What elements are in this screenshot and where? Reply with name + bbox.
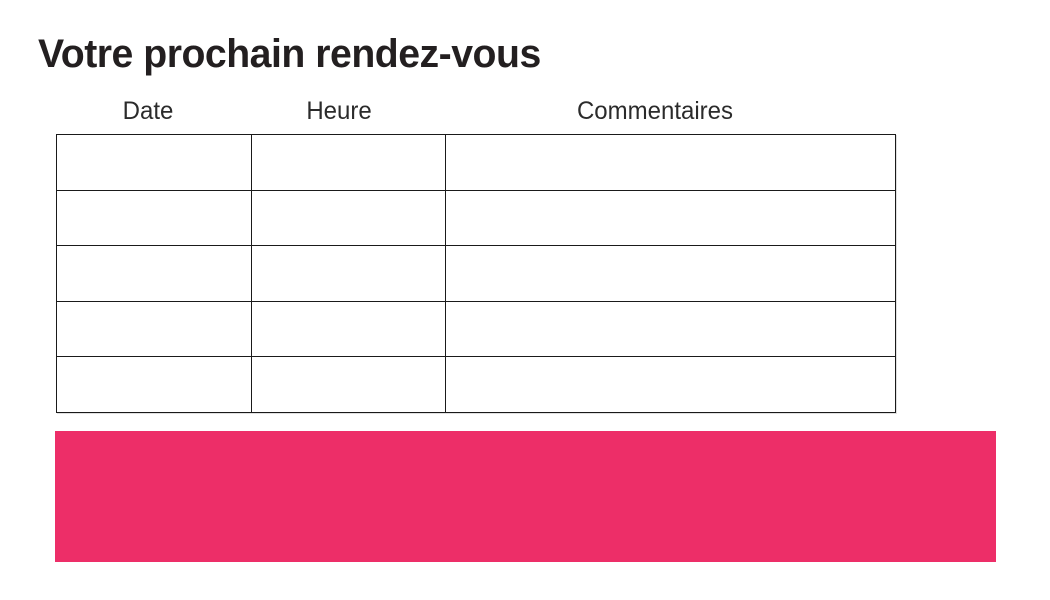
column-header-heure: Heure <box>306 97 372 125</box>
table-cell <box>445 134 896 191</box>
table-cell <box>56 356 252 413</box>
table-cell <box>251 300 446 358</box>
table-row <box>56 189 896 247</box>
appointments-table <box>56 134 896 413</box>
table-row <box>56 356 896 413</box>
appointments-table-body <box>56 134 896 413</box>
table-cell <box>251 189 446 247</box>
table-cell <box>445 300 896 358</box>
table-row <box>56 134 896 191</box>
table-cell <box>251 245 446 302</box>
table-cell <box>251 134 446 191</box>
table-cell <box>445 189 896 247</box>
table-row <box>56 300 896 358</box>
table-cell <box>56 300 252 358</box>
table-row <box>56 245 896 302</box>
column-header-date: Date <box>122 97 174 125</box>
table-cell <box>56 134 252 191</box>
table-cell <box>445 245 896 302</box>
highlight-block <box>55 431 996 562</box>
column-header-commentaires: Commentaires <box>576 97 734 125</box>
page-title: Votre prochain rendez-vous <box>38 32 541 76</box>
table-cell <box>445 356 896 413</box>
table-cell <box>56 245 252 302</box>
table-cell <box>251 356 446 413</box>
table-cell <box>56 189 252 247</box>
